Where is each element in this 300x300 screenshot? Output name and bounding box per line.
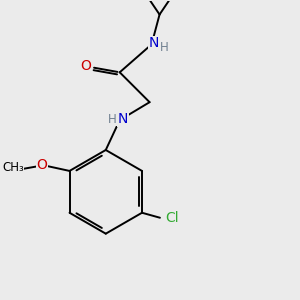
Text: N: N bbox=[148, 36, 159, 50]
Text: N: N bbox=[118, 112, 128, 126]
Text: Cl: Cl bbox=[165, 211, 179, 225]
Text: CH₃: CH₃ bbox=[2, 161, 24, 174]
Text: O: O bbox=[80, 59, 91, 73]
Text: O: O bbox=[36, 158, 47, 172]
Text: H: H bbox=[160, 41, 169, 54]
Text: H: H bbox=[108, 112, 117, 126]
